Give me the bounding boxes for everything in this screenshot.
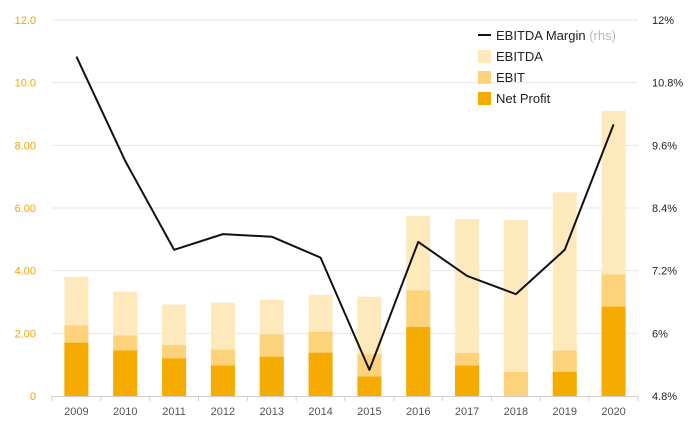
- y-right-tick-label: 4.8%: [652, 391, 677, 403]
- y-right-tick-label: 12%: [652, 15, 674, 27]
- net-profit-bar: [308, 352, 333, 396]
- legend-label-suffix: (rhs): [586, 28, 616, 43]
- x-tick-label: 2017: [455, 406, 479, 418]
- gridlines: [52, 19, 638, 334]
- net-profit-bar: [64, 342, 89, 396]
- net-profit-bar: [259, 356, 284, 396]
- y-left-tick-label: 2.00: [15, 328, 36, 340]
- y-right-tick-label: 10.8%: [652, 78, 683, 90]
- net-profit-bar: [601, 306, 626, 396]
- y-left-tick-label: 0: [30, 391, 36, 403]
- x-tick-label: 2014: [308, 406, 332, 418]
- net-profit-bar: [455, 365, 480, 396]
- x-tick-label: 2013: [260, 406, 284, 418]
- ebitda-bar: [503, 219, 528, 396]
- net-profit-bar: [357, 376, 382, 396]
- x-tick-label: 2011: [162, 406, 186, 418]
- y-left-tick-label: 8.00: [15, 140, 36, 152]
- x-tick-label: 2015: [357, 406, 381, 418]
- legend-label: EBITDA: [496, 49, 543, 64]
- x-tick-label: 2012: [211, 406, 235, 418]
- x-tick-label: 2018: [504, 406, 528, 418]
- net-profit-bar: [210, 365, 235, 396]
- y-right-tick-label: 8.4%: [652, 203, 677, 215]
- y-left-tick-label: 6.00: [15, 203, 36, 215]
- legend-label: EBITDA Margin (rhs): [496, 28, 616, 43]
- x-tick-label: 2016: [406, 406, 430, 418]
- y-right-tick-label: 6%: [652, 328, 668, 340]
- axes-layer: 0 4.8% 2.00 6% 4.00 7.2% 6.00 8.4% 8.00 9.6% 10.0 1…: [15, 15, 684, 418]
- net-profit-bar: [406, 327, 431, 396]
- x-tick-label: 2019: [553, 406, 577, 418]
- margin-line-layer: [75, 56, 615, 371]
- y-left-tick-label: 10.0: [15, 78, 36, 90]
- y-right-tick-label: 7.2%: [652, 266, 677, 278]
- net-profit-bar: [113, 350, 138, 396]
- legend-color-swatch: [478, 50, 491, 63]
- y-left-tick-label: 4.00: [15, 266, 36, 278]
- y-left-tick-label: 12.0: [15, 15, 36, 27]
- bars-layer: [64, 110, 626, 396]
- x-tick-label: 2010: [113, 406, 137, 418]
- ebit-bar: [503, 371, 528, 396]
- y-right-tick-label: 9.6%: [652, 140, 677, 152]
- ebitda-margin-line: [75, 56, 615, 371]
- x-tick-label: 2009: [64, 406, 88, 418]
- legend: EBITDA Margin (rhs) EBITDA EBIT Net Profit: [478, 28, 616, 106]
- legend-color-swatch: [478, 71, 491, 84]
- legend-label: Net Profit: [496, 91, 551, 106]
- net-profit-bar: [552, 371, 577, 396]
- net-profit-bar: [162, 358, 187, 396]
- legend-color-swatch: [478, 92, 491, 105]
- legend-label: EBIT: [496, 70, 525, 85]
- x-tick-label: 2020: [601, 406, 625, 418]
